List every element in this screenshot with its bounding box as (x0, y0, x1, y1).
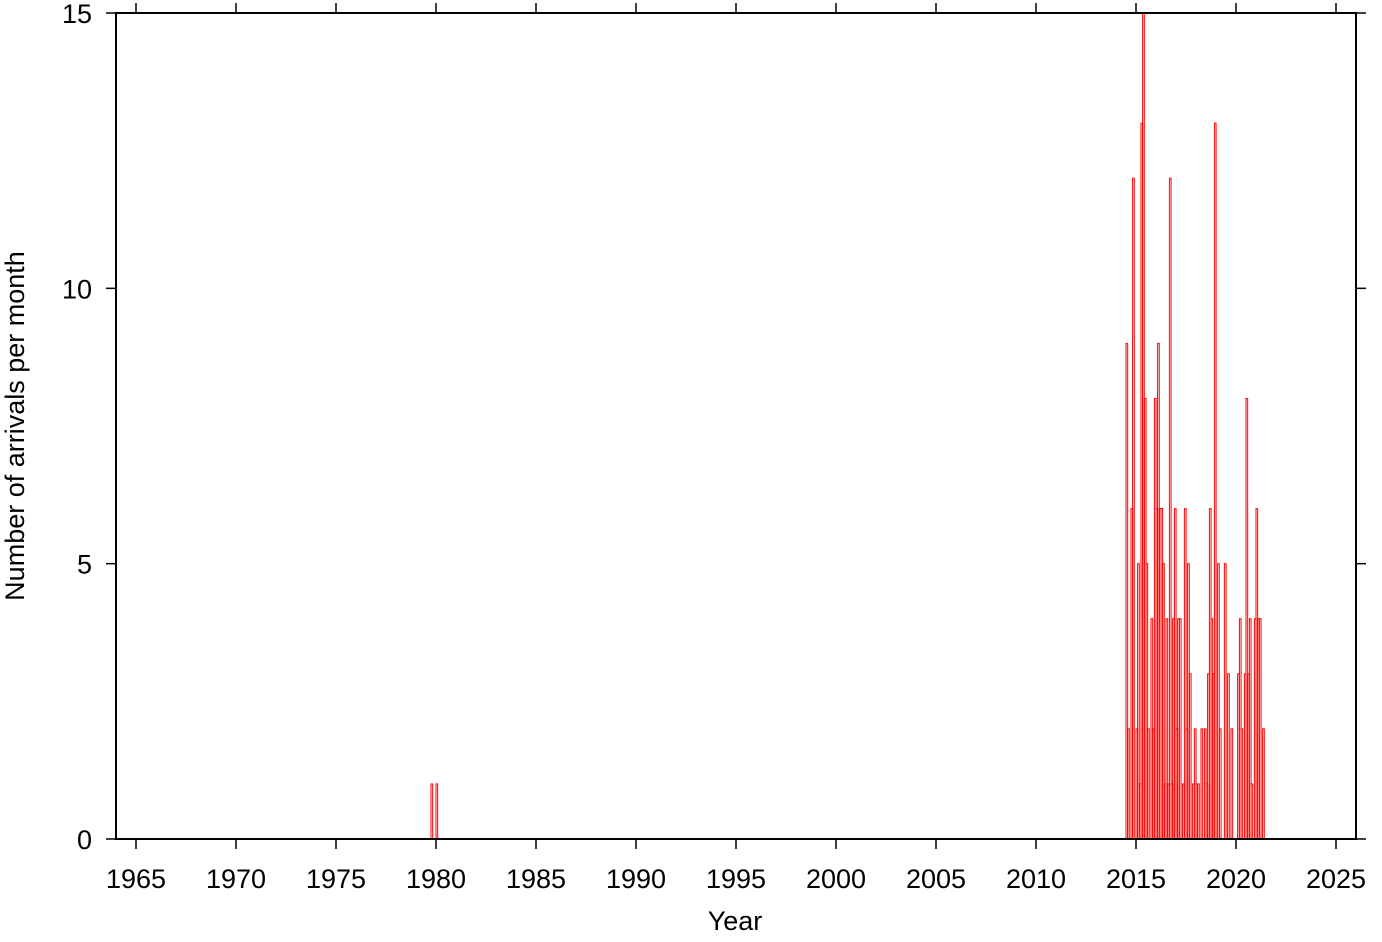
bar (1168, 177, 1172, 840)
bar (1188, 673, 1192, 840)
x-tick-label: 1990 (606, 864, 666, 894)
bar (1223, 563, 1227, 840)
x-tick-label: 2015 (1106, 864, 1166, 894)
x-tick-label: 2025 (1306, 864, 1366, 894)
x-tick-label: 1985 (506, 864, 566, 894)
x-tick-label: 1995 (706, 864, 766, 894)
bar (1258, 618, 1262, 840)
y-tick-label: 15 (62, 0, 92, 29)
bar (1240, 728, 1244, 840)
bar (1227, 673, 1230, 840)
bar (1147, 728, 1150, 840)
y-axis-label: Number of arrivals per month (0, 251, 30, 601)
bar (435, 783, 439, 840)
bar (1132, 177, 1135, 840)
y-tick-label: 5 (77, 550, 92, 580)
x-tick-label: 1965 (106, 864, 166, 894)
bar (1127, 728, 1130, 840)
x-tick-label: 1975 (306, 864, 366, 894)
bar (430, 783, 434, 840)
bar (1213, 122, 1217, 840)
x-tick-label: 2005 (906, 864, 966, 894)
bar (1262, 728, 1265, 840)
y-tick-label: 0 (77, 825, 92, 855)
plot-frame (115, 12, 1357, 840)
x-tick-label: 1970 (206, 864, 266, 894)
x-tick-label: 2000 (806, 864, 866, 894)
x-axis-label: Year (708, 906, 763, 936)
bar (1230, 728, 1234, 840)
y-tick-label: 10 (62, 274, 92, 304)
bar (1178, 618, 1182, 840)
bar (1197, 783, 1200, 840)
bar (1218, 728, 1222, 840)
x-tick-label: 1980 (406, 864, 466, 894)
bar (1250, 783, 1254, 840)
x-tick-label: 2010 (1006, 864, 1066, 894)
bar (1200, 728, 1204, 840)
x-tick-label: 2020 (1206, 864, 1266, 894)
